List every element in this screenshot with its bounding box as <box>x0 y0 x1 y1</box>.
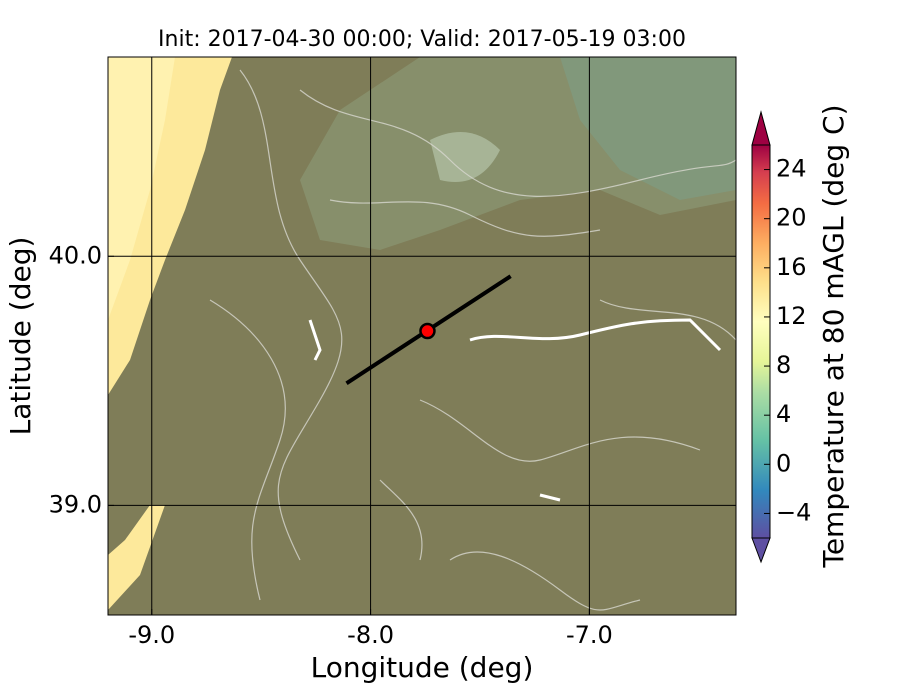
colorbar-tick-label: 24 <box>776 155 807 183</box>
colorbar-tick-label: 20 <box>776 204 807 232</box>
colorbar-tick-label: 16 <box>776 253 807 281</box>
y-axis-label: Latitude (deg) <box>4 237 37 436</box>
colorbar-min-extend <box>751 537 771 564</box>
y-tick-label: 40.0 <box>49 241 102 269</box>
map-background <box>108 57 736 615</box>
x-axis-label: Longitude (deg) <box>311 651 534 684</box>
colorbar-tick-label: 0 <box>776 449 791 477</box>
location-point <box>419 322 436 340</box>
x-tick-label: -8.0 <box>347 621 394 649</box>
x-tick-label: -7.0 <box>566 621 613 649</box>
y-tick-label: 39.0 <box>49 490 102 518</box>
chart-title: Init: 2017-04-30 00:00; Valid: 2017-05-1… <box>158 27 686 52</box>
colorbar-tick-label: 8 <box>776 351 791 379</box>
colorbar-max-extend <box>751 110 771 146</box>
plot-frame <box>107 56 737 616</box>
colorbar <box>751 144 771 539</box>
x-tick-label: -9.0 <box>128 621 175 649</box>
colorbar-tick-label: 12 <box>776 302 807 330</box>
colorbar-label: Temperature at 80 mAGL (deg C) <box>817 104 850 568</box>
colorbar-tick-label: −4 <box>776 498 811 526</box>
colorbar-tick-label: 4 <box>776 400 791 428</box>
